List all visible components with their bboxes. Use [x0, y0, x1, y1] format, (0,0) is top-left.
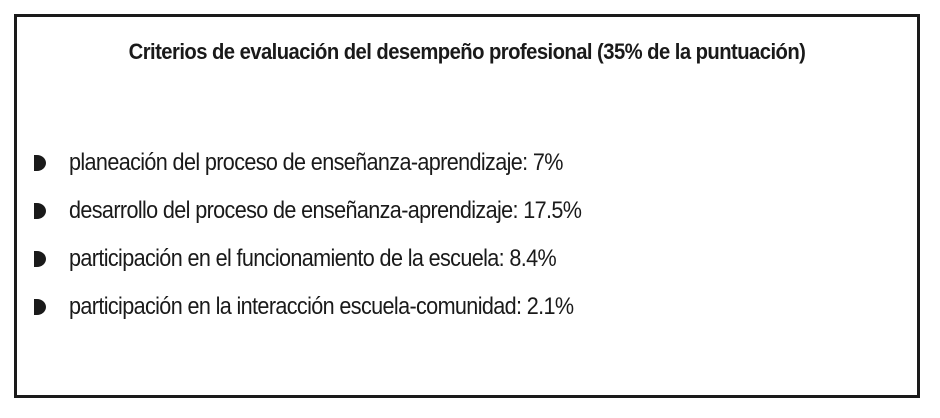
half-circle-bullet-icon: [34, 251, 46, 267]
list-item-text: desarrollo del proceso de enseñanza-apre…: [69, 197, 582, 224]
criteria-list: planeación del proceso de enseñanza-apre…: [33, 139, 638, 331]
list-item: participación en el funcionamiento de la…: [33, 235, 638, 283]
half-circle-bullet-icon: [34, 299, 46, 315]
list-item: desarrollo del proceso de enseñanza-apre…: [33, 187, 638, 235]
list-item-text: participación en la interacción escuela-…: [69, 293, 574, 320]
half-circle-bullet-icon: [34, 203, 46, 219]
list-item-text: participación en el funcionamiento de la…: [69, 245, 557, 272]
half-circle-bullet-icon: [34, 155, 46, 171]
list-item-text: planeación del proceso de enseñanza-apre…: [69, 149, 563, 176]
box-title: Criterios de evaluación del desempeño pr…: [128, 39, 806, 64]
criteria-box: Criterios de evaluación del desempeño pr…: [14, 14, 920, 398]
list-item: planeación del proceso de enseñanza-apre…: [33, 139, 638, 187]
list-item: participación en la interacción escuela-…: [33, 283, 638, 331]
